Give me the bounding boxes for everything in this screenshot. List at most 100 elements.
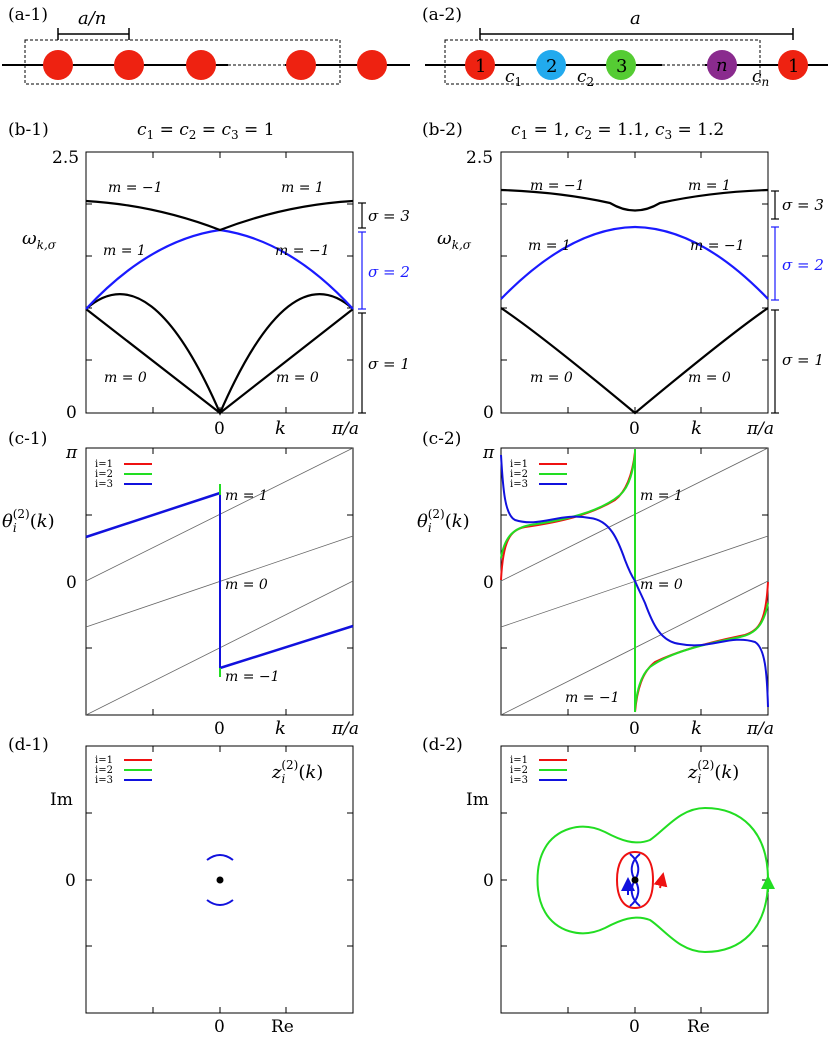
atom <box>357 50 387 80</box>
band-label: m = 0 <box>276 370 319 386</box>
legend-label: i=3 <box>510 479 528 490</box>
atom-label: n <box>716 55 728 76</box>
y-axis-label: θi(2)(k) <box>417 507 470 535</box>
y-tick-label: 0 <box>65 871 76 891</box>
sigma-label: σ = 2 <box>782 256 824 274</box>
band-middle <box>500 225 769 300</box>
band-label: m = −1 <box>275 243 330 259</box>
panel-c1: (c-1) π 0 0 π/a k θi(2)(k) m = 1 m = 0 m… <box>2 429 359 739</box>
sigma-label: σ = 3 <box>782 196 824 214</box>
band-label: m = 1 <box>688 178 731 194</box>
panel-label-c2: (c-2) <box>422 429 461 449</box>
x-axis-label: Re <box>271 1017 294 1037</box>
x-axis-label: k <box>691 418 702 439</box>
x-tick-label: 0 <box>629 419 640 439</box>
legend-d2: i=1 i=2 i=3 <box>510 755 567 786</box>
phase-lines-c1 <box>85 484 354 677</box>
x-tick-label: π/a <box>331 419 359 439</box>
sigma-brackets-b1 <box>358 202 366 414</box>
band-label: m = 1 <box>281 180 324 196</box>
band-label: m = −1 <box>108 180 163 196</box>
atom-2 <box>536 50 566 80</box>
band-lower <box>85 293 354 416</box>
y-tick-label: 0 <box>66 403 77 423</box>
trajectory-i2 <box>536 806 770 954</box>
y-axis-label: ωk,σ <box>22 228 57 252</box>
legend-label: i=3 <box>95 479 113 490</box>
panel-b1: (b-1) c1 = c2 = c3 = 1 0 2.5 0 π/a k ωk,… <box>8 120 410 439</box>
x-tick-label: 0 <box>214 1017 225 1037</box>
y-tick-label: 0 <box>483 573 494 593</box>
panel-label-b1: (b-1) <box>8 120 49 140</box>
period-label: a <box>630 8 641 29</box>
x-tick-label: π/a <box>746 419 774 439</box>
band-upper <box>500 188 769 212</box>
band-middle <box>85 228 354 310</box>
panel-a1: (a-1) a/n <box>2 5 410 85</box>
y-tick-label: 0 <box>66 573 77 593</box>
legend-label: i=2 <box>510 765 528 776</box>
sigma-label: σ = 1 <box>368 355 410 373</box>
curve-i1 <box>634 581 769 713</box>
sigma-label: σ = 1 <box>782 351 824 369</box>
legend-label: i=2 <box>95 469 113 480</box>
y-tick-label: 0 <box>483 871 494 891</box>
atom <box>186 50 216 80</box>
y-tick-label: 2.5 <box>466 148 493 168</box>
panel-label-d1: (d-1) <box>8 735 49 755</box>
trajectory-i3-upper <box>206 854 234 861</box>
m-label: m = −1 <box>565 690 620 706</box>
y-tick-label: 2.5 <box>52 148 79 168</box>
curve-i2 <box>500 454 636 559</box>
bands-b2 <box>500 188 769 415</box>
legend-label: i=2 <box>95 765 113 776</box>
curve-i3 <box>500 454 769 708</box>
sigma-label: σ = 2 <box>368 263 410 281</box>
bands-b1 <box>85 199 354 416</box>
atom <box>286 50 316 80</box>
trajectory-i3-lower <box>206 899 234 906</box>
legend-label: i=2 <box>510 469 528 480</box>
band-upper <box>85 199 354 232</box>
x-axis-label: k <box>275 418 286 439</box>
y-tick-label: π <box>65 443 78 463</box>
x-tick-label: π/a <box>331 719 359 739</box>
panel-title-b1: c1 = c2 = c3 = 1 <box>137 120 275 142</box>
legend-label: i=1 <box>510 459 528 470</box>
x-tick-label: π/a <box>746 719 774 739</box>
m-label: m = 0 <box>640 577 683 593</box>
m-label: m = −1 <box>225 669 280 685</box>
band-label: m = 1 <box>103 243 146 259</box>
corner-label: zi(2)(k) <box>687 758 739 786</box>
band-label: m = 0 <box>688 370 731 386</box>
phase-curves-c2 <box>500 449 769 713</box>
y-axis-label: ωk,σ <box>437 228 472 252</box>
panel-b2: (b-2) c1 = 1, c2 = 1.1, c3 = 1.2 0 2.5 0… <box>422 120 824 439</box>
bond-label: cn <box>752 67 769 89</box>
origin-dot <box>216 876 224 884</box>
band-lower <box>500 307 769 415</box>
band-label: m = −1 <box>690 238 745 254</box>
panel-d1: (d-1) Im 0 0 Re zi(2)(k) i=1 i=2 i=3 <box>8 735 354 1037</box>
band-label: m = 0 <box>104 370 147 386</box>
atom <box>43 50 73 80</box>
spacing-label: a/n <box>78 8 106 29</box>
curve-i2 <box>634 602 769 709</box>
atom-label: 2 <box>546 56 557 77</box>
sigma-brackets-b2 <box>771 190 779 414</box>
m-label: m = 1 <box>640 488 683 504</box>
atom-label: 1 <box>475 56 486 77</box>
y-axis-label: Im <box>466 790 489 810</box>
panel-c2: (c-2) π 0 0 π/a k θi(2)(k) m = 1 m = 0 <box>417 429 774 739</box>
plot-frame <box>500 447 769 716</box>
x-axis-label: k <box>691 718 702 739</box>
panel-label-c1: (c-1) <box>8 429 47 449</box>
atom <box>114 50 144 80</box>
legend-label: i=1 <box>95 459 113 470</box>
y-axis-label: θi(2)(k) <box>2 507 55 535</box>
atom-label: 3 <box>616 56 627 77</box>
panel-label-b2: (b-2) <box>422 120 463 140</box>
atom-1 <box>465 50 495 80</box>
legend-label: i=3 <box>95 775 113 786</box>
